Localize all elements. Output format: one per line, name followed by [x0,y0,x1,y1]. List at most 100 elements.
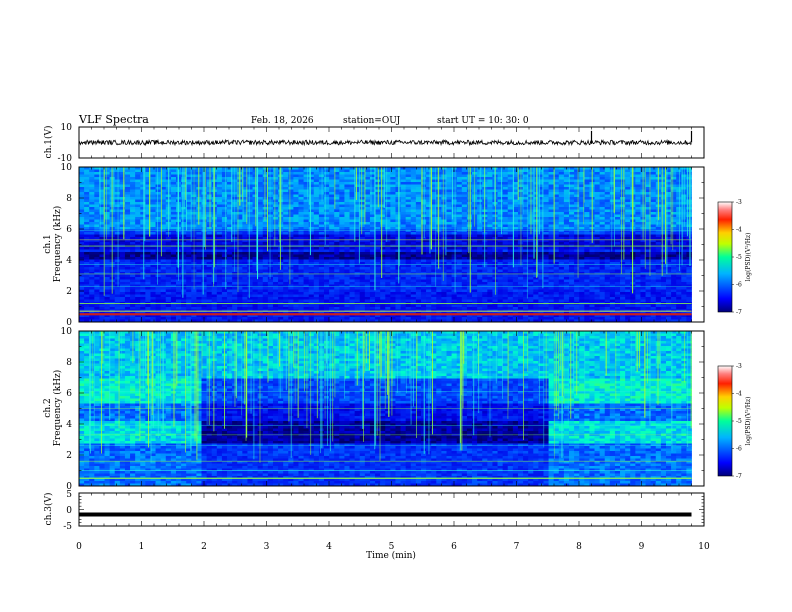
spectrogram-cell [257,179,264,183]
spectrogram-cell [686,174,692,178]
spectrogram-cell [257,197,264,200]
spectrogram-cell [186,227,192,230]
spectrogram-cell [456,267,463,270]
spectrogram-cell [252,234,259,238]
spectrogram-cell [533,262,539,265]
spectrogram-cell [405,257,412,260]
spectrogram-cell [119,249,126,253]
spectrogram-cell [227,207,233,210]
spectrogram-cell [614,184,621,188]
spectrogram-cell [543,179,549,183]
spectrogram-cell [89,179,95,183]
spectrogram-cell [487,262,493,265]
spectrogram-cell [523,177,529,180]
spectrogram-cell [543,227,549,230]
spectrogram-cell [186,264,192,268]
spectrogram-cell [487,174,493,178]
spectrogram-cell [385,217,391,220]
spectrogram-cell [227,222,233,225]
spectrogram-cell [563,249,570,253]
spectrogram-cell [130,182,136,185]
spectrogram-cell [267,237,274,240]
spectrogram-cell [395,229,401,233]
spectrogram-cell [497,242,504,245]
spectrogram-cell [84,182,90,185]
spectrogram-cell [548,229,555,233]
spectrogram-cell [170,209,177,213]
spectrogram-cell [523,252,529,255]
spectrogram-cell [170,207,177,210]
spectrogram-cell [686,227,692,230]
spectrogram-cell [339,182,345,185]
spectrogram-cell [104,182,111,185]
spectrogram-cell [609,207,616,210]
spectrogram-cell [242,259,248,263]
spectrogram-cell [431,169,437,173]
spectrogram-cell [380,269,386,273]
spectrogram-cell [303,209,310,213]
spectrogram-cell [594,177,601,180]
spectrogram-cell [298,252,304,255]
spectrogram-cell [369,234,376,238]
spectrogram-cell [257,227,264,230]
spectrogram-cell [114,169,121,173]
spectrogram-cell [237,269,243,273]
spectrogram-cell [472,172,478,175]
spectrogram-cell [247,242,253,245]
spectrogram-cell [609,249,616,253]
spectrogram-cell [676,259,682,263]
spectrogram-cell [660,222,667,225]
spectrogram-cell [313,267,320,270]
spectrogram-cell [441,247,447,250]
spectrogram-cell [614,234,621,238]
spectrogram-cell [242,214,248,218]
spectrogram-cell [267,167,274,170]
spectrogram-cell [145,264,151,268]
spectrogram-cell [257,214,264,218]
spectrogram-cell [94,204,100,208]
spectrogram-cell [466,177,473,180]
spectrogram-cell [451,189,458,193]
spectrogram-cell [201,254,207,258]
spectrogram-cell [579,167,585,170]
spectrogram-cell [431,227,437,230]
spectrogram-cell [395,202,401,205]
spectrogram-cell [625,267,631,270]
spectrogram-cell [303,264,310,268]
spectrogram-cell [380,177,386,180]
spectrogram-cell [124,217,131,220]
spectrogram-cell [99,177,105,180]
spectrogram-cell [426,242,432,245]
spectrogram-cell [369,262,376,265]
spectrogram-cell [686,192,692,195]
spectrogram-cell [533,217,539,220]
spectrogram-cell [349,197,356,200]
spectrogram-cell [451,177,458,180]
spectrogram-cell [461,267,468,270]
spectrogram-cell [252,262,259,265]
spectrogram-cell [135,192,141,195]
spectrogram-cell [676,172,682,175]
spectrogram-cell [477,239,483,243]
spectrogram-cell [650,262,657,265]
spectrogram-cell [431,182,437,185]
spectrogram-cell [206,239,213,243]
spectrogram-cell [655,259,662,263]
spectrogram-cell [124,247,131,250]
spectrogram-cell [446,259,452,263]
spectrogram-cell [181,217,187,220]
spectrogram-cell [426,199,432,203]
spectrogram-cell [609,214,616,218]
spectrogram-cell [247,184,253,188]
spectrogram-cell [446,199,452,203]
spectrogram-cell [257,187,264,190]
spectrogram-cell [196,229,202,233]
spectrogram-cell [303,249,310,253]
spectrogram-cell [94,177,100,180]
spectrogram-cell [145,252,151,255]
spectrogram-cell [216,232,223,235]
spectrogram-cell [216,227,223,230]
spectrogram-cell [140,219,146,223]
spectrogram-cell [293,222,299,225]
spectrogram-cell [635,179,641,183]
